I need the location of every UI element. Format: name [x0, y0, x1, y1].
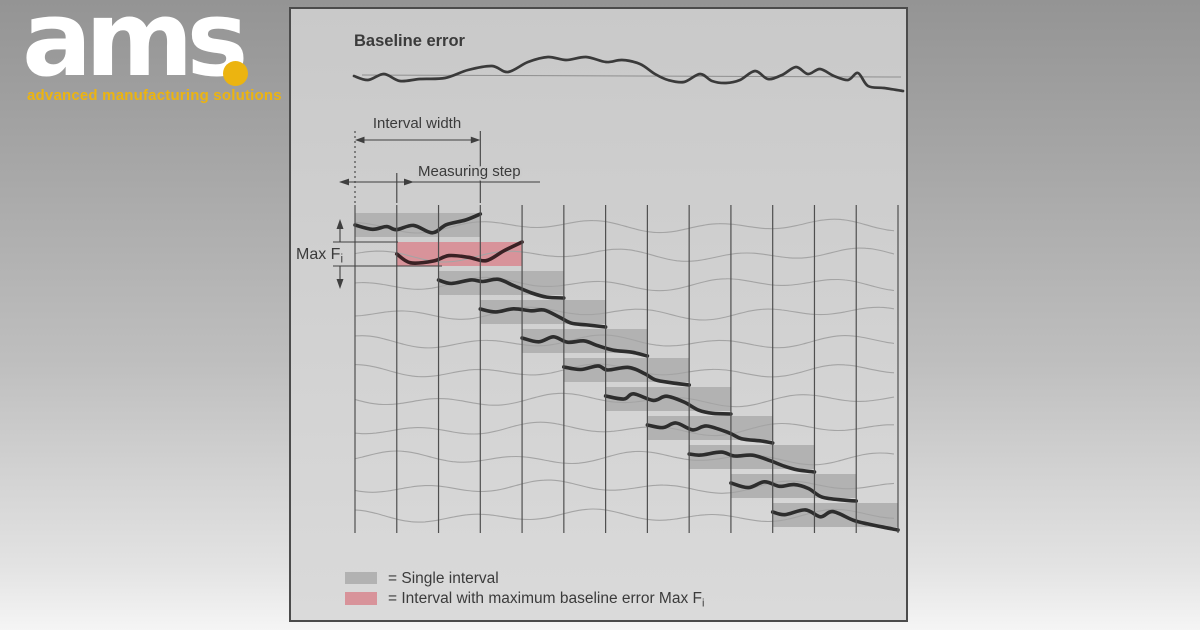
- trace-segment: [520, 335, 650, 358]
- faint-trace: [354, 306, 895, 321]
- trace-segment: [687, 450, 817, 474]
- trace-segment: [645, 421, 775, 445]
- brand-tagline: advanced manufacturing solutions: [27, 87, 282, 104]
- legend-swatch-max: [345, 592, 377, 605]
- faint-trace: [354, 218, 895, 234]
- trace-segment: [770, 508, 900, 532]
- faint-trace: [354, 392, 895, 408]
- measuring-step-dimension: [339, 173, 540, 203]
- brand-logo: ams advanced manufacturing solutions: [22, 0, 292, 109]
- baseline-trace: [352, 55, 905, 93]
- interval-width-dimension: [354, 131, 481, 203]
- legend-label-single: = Single interval: [388, 570, 499, 587]
- diagram-panel: Baseline error Interval width Measuring …: [289, 7, 908, 622]
- interval-box: [772, 503, 898, 527]
- baseline-reference-line: [361, 74, 902, 78]
- faint-trace: [354, 334, 895, 349]
- diagram-svg: Baseline error Interval width Measuring …: [296, 32, 905, 610]
- trace-segment: [436, 277, 566, 300]
- diagram-title: Baseline error: [354, 32, 466, 50]
- faint-trace: [354, 450, 895, 466]
- interval-box: [689, 445, 815, 469]
- trace-segment: [353, 212, 483, 235]
- trace-segment: [478, 306, 608, 329]
- faint-trace: [354, 276, 895, 292]
- logo-text: ams: [22, 0, 248, 100]
- faint-trace: [354, 479, 895, 494]
- trace-segment: [603, 392, 733, 416]
- legend-item-single: = Single interval: [345, 570, 499, 587]
- legend-label-max: = Interval with maximum baseline error M…: [388, 590, 704, 610]
- faint-trace: [354, 508, 895, 523]
- max-f-label: Max Fi: [296, 246, 343, 266]
- legend: = Single interval = Interval with maximu…: [345, 570, 704, 610]
- faint-trace: [354, 247, 895, 263]
- legend-swatch-single: [345, 572, 377, 584]
- interval-width-label: Interval width: [373, 115, 461, 132]
- faint-trace: [354, 421, 894, 437]
- logo-dot: [223, 61, 248, 86]
- trace-segment: [395, 240, 524, 265]
- measuring-step-label: Measuring step: [418, 163, 521, 180]
- max-f-dimension: [333, 219, 442, 289]
- trace-segment: [729, 480, 858, 503]
- legend-item-max: = Interval with maximum baseline error M…: [345, 590, 704, 610]
- trace-segment: [562, 364, 691, 387]
